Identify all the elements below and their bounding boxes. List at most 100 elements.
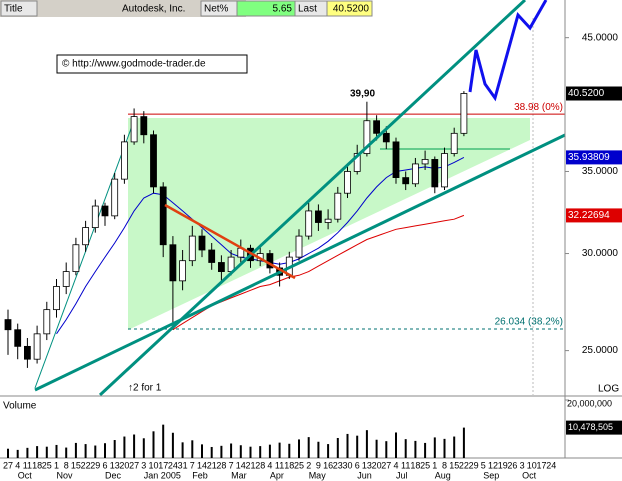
x-tick-label: 27: [129, 460, 139, 470]
candle-body: [14, 329, 22, 347]
candle-body: [43, 309, 51, 335]
candle-body: [111, 178, 119, 217]
x-tick-label: 14: [236, 460, 246, 470]
candle-body: [159, 186, 167, 246]
level-label: 38.98 (0%): [514, 102, 563, 113]
x-month-label: Aug: [435, 470, 451, 480]
volume-bar: [36, 446, 39, 458]
candle-body: [431, 159, 439, 188]
trend-line: [34, 117, 136, 389]
y-tick-label: 25.0000: [582, 345, 619, 356]
volume-bar: [162, 424, 165, 458]
candle-body: [101, 205, 109, 217]
x-tick-label: 5: [481, 460, 486, 470]
x-tick-label: 1: [54, 460, 59, 470]
volume-bar: [356, 435, 359, 458]
candle-body: [305, 210, 313, 237]
x-tick-label: 13: [110, 460, 120, 470]
volume-bar: [395, 432, 397, 458]
candle-body: [421, 159, 429, 165]
volume-bar: [26, 447, 29, 458]
x-tick-label: 24: [546, 460, 556, 470]
volume-bar: [424, 442, 427, 458]
volume-bar: [152, 431, 155, 458]
x-tick-label: 8: [64, 460, 69, 470]
volume-bar: [45, 446, 48, 458]
x-tick-label: 14: [197, 460, 207, 470]
x-month-label: Nov: [57, 470, 74, 480]
volume-bar: [385, 441, 388, 458]
price-tag: [566, 150, 622, 165]
x-tick-label: 25: [420, 460, 430, 470]
candle-body: [295, 235, 303, 258]
volume-bar: [7, 448, 9, 458]
plot: [4, 91, 565, 368]
x-tick-label: 20: [372, 460, 382, 470]
level-label: 26.034 (38.2%): [495, 317, 563, 328]
x-tick-label: 28: [255, 460, 265, 470]
header-cell: [326, 0, 373, 17]
x-tick-label: 21: [207, 460, 217, 470]
volume-bar: [181, 442, 184, 458]
volume-bar: [462, 427, 465, 458]
volume-bar: [433, 437, 436, 458]
x-month-label: Jan 2005: [144, 470, 181, 480]
volume-bar: [84, 444, 87, 458]
x-tick-label: 23: [333, 460, 343, 470]
volume-tick-label: 20,000,000: [567, 398, 612, 408]
candle-body: [402, 177, 410, 185]
header-last: 40.5200: [333, 4, 370, 15]
volume-bar: [171, 432, 174, 458]
x-tick-label: 7: [190, 460, 195, 470]
x-tick-label: 3: [520, 460, 525, 470]
x-tick-label: 12: [488, 460, 498, 470]
candle-body: [121, 141, 128, 180]
candle-body: [4, 319, 12, 331]
x-month-label: Mar: [231, 470, 247, 480]
candle-body: [363, 120, 371, 154]
volume-bar: [113, 440, 116, 458]
x-month-label: Sep: [483, 470, 499, 480]
volume-bar: [268, 444, 271, 458]
volume-bar: [453, 436, 456, 458]
candle-body: [324, 218, 332, 223]
x-tick-label: 1: [432, 460, 437, 470]
candle-body: [130, 116, 138, 143]
y-tick-label: 30.0000: [582, 248, 619, 259]
candle-body: [344, 171, 351, 194]
x-tick-label: 17: [158, 460, 168, 470]
x-tick-label: 3: [141, 460, 146, 470]
price-tag: [566, 86, 622, 101]
x-tick-label: 15: [71, 460, 81, 470]
x-tick-label: 6: [355, 460, 360, 470]
price-tag-label: 35.93809: [568, 152, 610, 163]
volume-bar: [307, 437, 310, 458]
x-tick-label: 27: [3, 460, 13, 470]
header-net: 5.65: [273, 4, 293, 15]
candle-body: [198, 235, 206, 251]
x-tick-label: 28: [216, 460, 226, 470]
volume-bar: [133, 434, 136, 458]
volume-bar: [346, 433, 349, 458]
x-tick-label: 30: [342, 460, 352, 470]
candle-body: [353, 153, 361, 172]
x-tick-label: 21: [245, 460, 255, 470]
x-tick-label: 11: [23, 460, 32, 470]
x-month-label: Dec: [105, 470, 122, 480]
candle-body: [62, 271, 70, 287]
volume-bar: [249, 446, 252, 458]
x-tick-label: 26: [507, 460, 517, 470]
volume-bar: [327, 444, 330, 458]
candle-body: [33, 333, 41, 360]
x-tick-label: 11: [275, 460, 284, 470]
volume-bar: [375, 439, 378, 458]
copyright: © http://www.godmode-trader.de: [62, 59, 206, 70]
x-tick-label: 11: [401, 460, 410, 470]
volume-bar: [191, 440, 194, 458]
header-cell: [0, 0, 38, 17]
x-tick-label: 9: [316, 460, 321, 470]
volume-bar: [317, 441, 320, 458]
candle-body: [23, 345, 31, 360]
volume-bar: [404, 439, 407, 458]
volume-label: Volume: [3, 401, 37, 412]
